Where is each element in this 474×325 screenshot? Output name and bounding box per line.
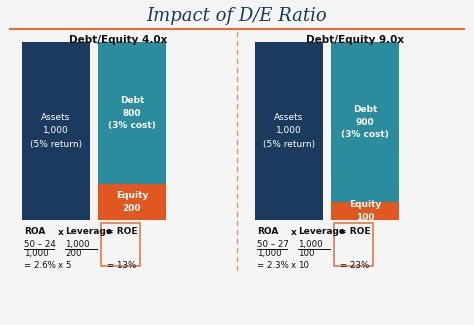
- Text: 100: 100: [298, 249, 315, 258]
- Text: x: x: [58, 261, 63, 270]
- Text: 50 – 27: 50 – 27: [257, 240, 289, 249]
- Text: = 23%: = 23%: [340, 261, 370, 270]
- Text: ROA: ROA: [24, 227, 46, 236]
- Bar: [331, 202, 399, 220]
- Text: = ROE: = ROE: [106, 227, 138, 236]
- Text: Leverage: Leverage: [65, 227, 112, 236]
- Text: Debt
900
(3% cost): Debt 900 (3% cost): [341, 105, 389, 139]
- Text: Assets
1,000
(5% return): Assets 1,000 (5% return): [30, 113, 82, 149]
- Text: Impact of D/E Ratio: Impact of D/E Ratio: [146, 7, 328, 25]
- Text: 5: 5: [65, 261, 71, 270]
- Bar: [331, 42, 399, 202]
- Text: Equity
100: Equity 100: [349, 200, 381, 222]
- Text: = 13%: = 13%: [108, 261, 137, 270]
- Text: = 2.6%: = 2.6%: [24, 261, 56, 270]
- Text: Debt/Equity 9.0x: Debt/Equity 9.0x: [306, 35, 404, 45]
- Text: x: x: [58, 228, 64, 237]
- Text: ROA: ROA: [257, 227, 278, 236]
- Text: Leverage: Leverage: [298, 227, 345, 236]
- Text: = ROE: = ROE: [339, 227, 371, 236]
- Text: Debt/Equity 4.0x: Debt/Equity 4.0x: [69, 35, 167, 45]
- FancyBboxPatch shape: [101, 223, 140, 266]
- Text: Debt
800
(3% cost): Debt 800 (3% cost): [108, 96, 156, 130]
- Text: 1,000: 1,000: [24, 249, 49, 258]
- Bar: [98, 184, 166, 220]
- Text: 1,000: 1,000: [65, 240, 90, 249]
- Text: 200: 200: [65, 249, 82, 258]
- Text: 50 – 24: 50 – 24: [24, 240, 56, 249]
- Text: Assets
1,000
(5% return): Assets 1,000 (5% return): [263, 113, 315, 149]
- FancyBboxPatch shape: [335, 223, 374, 266]
- Bar: [22, 42, 90, 220]
- Text: 1,000: 1,000: [257, 249, 282, 258]
- Bar: [255, 42, 323, 220]
- Text: x: x: [291, 261, 296, 270]
- Text: 10: 10: [298, 261, 309, 270]
- Text: = 2.3%: = 2.3%: [257, 261, 289, 270]
- Bar: [98, 42, 166, 184]
- Text: x: x: [291, 228, 297, 237]
- Text: Equity
200: Equity 200: [116, 191, 148, 213]
- Text: 1,000: 1,000: [298, 240, 323, 249]
